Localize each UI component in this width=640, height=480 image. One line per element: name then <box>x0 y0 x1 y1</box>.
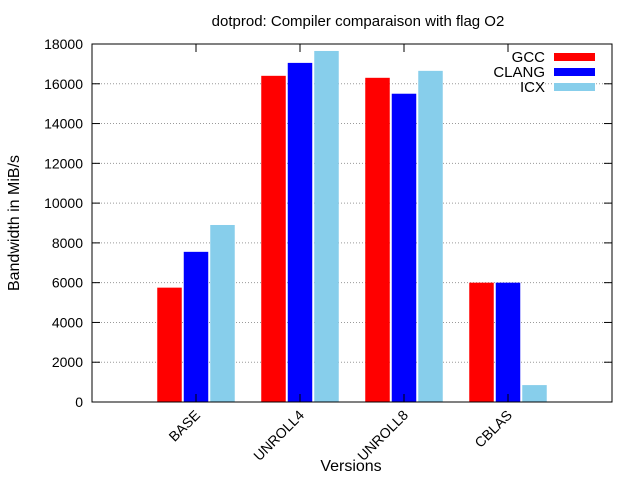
bar-icx-base <box>210 224 235 402</box>
legend-label: GCC <box>512 49 546 66</box>
y-tick-label: 16000 <box>44 76 83 92</box>
chart-title: dotprod: Compiler comparaison with flag … <box>212 13 505 30</box>
y-axis-ticks: 0 2000 4000 6000 8000 10000 12000 14000 16000 180… <box>44 36 612 410</box>
bar-icx-cblas <box>522 385 547 402</box>
y-tick-label: 0 <box>75 394 83 410</box>
y-tick-label: 4000 <box>52 314 83 330</box>
x-tick-label: UNROLL8 <box>354 407 411 464</box>
plot-frame <box>91 43 613 403</box>
y-tick-label: 2000 <box>52 354 83 370</box>
legend-label: ICX <box>520 79 545 96</box>
bars <box>157 50 547 403</box>
y-tick-label: 6000 <box>52 275 83 291</box>
bar-gcc-base <box>157 287 182 402</box>
y-tick-label: 8000 <box>52 235 83 251</box>
bar-clang-base <box>183 251 209 402</box>
bar-clang-unroll4 <box>287 62 313 402</box>
legend-swatch <box>554 68 595 76</box>
legend-swatch <box>554 83 595 91</box>
y-tick-label: 12000 <box>44 155 83 171</box>
bar-clang-unroll8 <box>391 93 417 402</box>
x-tick-label: BASE <box>165 407 203 445</box>
y-tick-label: 14000 <box>44 116 83 132</box>
bar-icx-unroll8 <box>418 70 443 402</box>
y-tick-label: 18000 <box>44 36 83 52</box>
y-tick-label: 10000 <box>44 195 83 211</box>
legend-label: CLANG <box>493 64 545 81</box>
legend-swatch <box>554 53 595 61</box>
x-tick-label: CBLAS <box>471 407 515 451</box>
bar-gcc-unroll8 <box>365 77 390 402</box>
bar-gcc-cblas <box>469 282 494 402</box>
bar-gcc-unroll4 <box>261 75 286 402</box>
y-axis-title: Bandwidth in MiB/s <box>6 155 23 291</box>
bar-icx-unroll4 <box>314 50 339 403</box>
bar-clang-cblas <box>495 282 521 402</box>
x-axis-title: Versions <box>320 458 381 475</box>
x-tick-label: UNROLL4 <box>250 407 307 464</box>
